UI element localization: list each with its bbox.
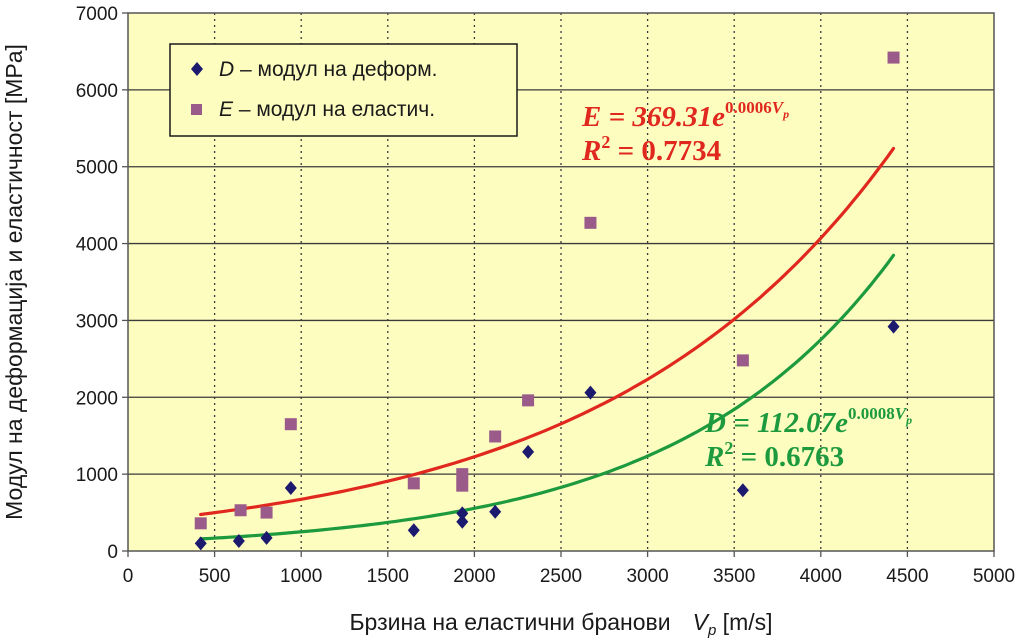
y-tick-label-7000: 7000 <box>76 4 118 25</box>
data-point-d-3 <box>284 480 297 495</box>
x-axis-title: Брзина на еластични бранови Vp [m/s] <box>349 609 772 639</box>
x-tick-label-2500: 2500 <box>540 566 582 587</box>
data-point-e-3 <box>284 418 297 431</box>
data-point-d-5 <box>456 514 469 529</box>
data-point-d-6 <box>456 506 469 521</box>
y-axis-title: Модул на деформација и еластичност [MPa] <box>1 44 27 520</box>
legend-marker-d <box>191 62 203 76</box>
data-point-e-1 <box>234 504 247 517</box>
x-tick-label-3000: 3000 <box>626 566 668 587</box>
y-tick-label-5000: 5000 <box>76 158 118 179</box>
trendlines <box>199 146 896 541</box>
data-point-d-11 <box>887 319 900 334</box>
legend-box <box>169 43 518 137</box>
data-point-e-8 <box>522 394 535 407</box>
r2-e-text: R2 = 0.7734 <box>581 132 721 167</box>
legend: D – модул на деформ. E – модул на еласти… <box>169 43 518 137</box>
data-point-e-9 <box>584 216 597 229</box>
legend-entry-e: E – модул на еластич. <box>219 98 435 121</box>
x-tick-label-4000: 4000 <box>800 566 842 587</box>
data-point-d-2 <box>260 530 273 545</box>
data-point-d-1 <box>232 534 245 549</box>
trendline-e <box>199 146 896 517</box>
data-point-e-11 <box>887 51 900 64</box>
data-point-d-0 <box>194 536 207 551</box>
plot-border <box>127 12 995 552</box>
data-points <box>194 51 900 551</box>
y-tick-labels: 0 1000 2000 3000 4000 5000 6000 7000 <box>76 4 118 563</box>
data-point-e-7 <box>489 430 502 443</box>
y-tick-label-4000: 4000 <box>76 235 118 256</box>
data-point-d-8 <box>522 444 535 459</box>
data-point-e-4 <box>407 477 420 490</box>
data-point-e-2 <box>260 506 273 519</box>
y-tick-label-2000: 2000 <box>76 388 118 409</box>
data-point-e-6 <box>456 479 469 492</box>
data-point-d-7 <box>489 504 502 519</box>
trend-equation-d: D = 112.07e0.0008Vp R2 = 0.6763 <box>704 404 912 473</box>
x-tick-label-4500: 4500 <box>886 566 928 587</box>
trendline-d <box>199 253 896 541</box>
data-point-e-0 <box>194 517 207 530</box>
y-tick-label-6000: 6000 <box>76 81 118 102</box>
x-tick-label-5000: 5000 <box>973 566 1015 587</box>
x-tick-label-3500: 3500 <box>713 566 755 587</box>
equation-d-text: D = 112.07e0.0008Vp <box>704 404 912 439</box>
data-point-d-9 <box>584 385 597 400</box>
y-tick-label-0: 0 <box>107 542 118 563</box>
legend-marker-e <box>191 104 202 115</box>
x-tick-label-2000: 2000 <box>453 566 495 587</box>
x-tick-labels: 0 500 1000 1500 2000 2500 3000 3500 4000 4500 5000 <box>123 566 1015 587</box>
equation-e-text: E = 369.31e0.0006Vp <box>581 98 789 133</box>
legend-entry-d: D – модул на деформ. <box>219 58 438 81</box>
x-tick-label-1000: 1000 <box>280 566 322 587</box>
x-tick-label-0: 0 <box>123 566 134 587</box>
data-point-d-4 <box>407 523 420 538</box>
x-tick-label-1500: 1500 <box>367 566 409 587</box>
data-point-d-10 <box>736 483 749 498</box>
r2-d-text: R2 = 0.6763 <box>704 438 844 473</box>
y-tick-label-1000: 1000 <box>76 465 118 486</box>
data-point-e-5 <box>456 468 469 481</box>
y-tick-label-3000: 3000 <box>76 311 118 332</box>
grid <box>122 12 995 557</box>
x-tick-label-500: 500 <box>199 566 231 587</box>
data-point-e-10 <box>736 354 749 367</box>
trend-equation-e: E = 369.31e0.0006Vp R2 = 0.7734 <box>581 98 789 167</box>
